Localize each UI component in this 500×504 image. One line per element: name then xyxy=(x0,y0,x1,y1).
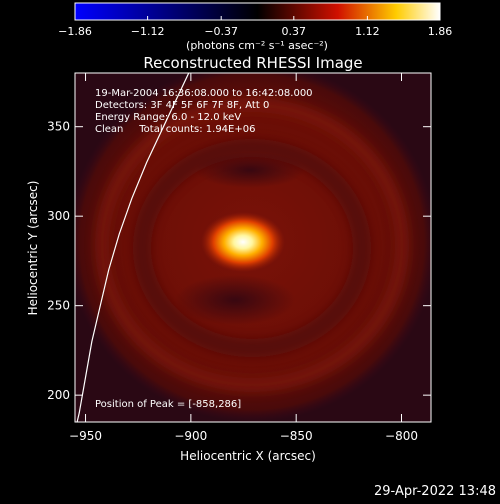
dark-region-lower xyxy=(175,275,295,325)
dark-region-upper xyxy=(195,152,305,188)
colorbar-tick-label: 1.86 xyxy=(428,25,453,38)
x-tick-label: −800 xyxy=(385,429,418,443)
colorbar-tick-label: 1.12 xyxy=(355,25,380,38)
colorbar-tick-label: −1.86 xyxy=(58,25,92,38)
colorbar-unit-label: (photons cm⁻² s⁻¹ asec⁻²) xyxy=(186,39,328,52)
colorbar-bar xyxy=(75,3,440,20)
colorbar-tick-label: −1.12 xyxy=(131,25,165,38)
annotation-detectors: Detectors: 3F 4F 5F 6F 7F 8F, Att 0 xyxy=(95,100,269,111)
chart-title: Reconstructed RHESSI Image xyxy=(143,54,362,72)
annotation-energy-range: Energy Range: 6.0 - 12.0 keV xyxy=(95,112,241,123)
colorbar-tick-label: 0.37 xyxy=(282,25,307,38)
colorbar-ticks: −1.86 −1.12 −0.37 0.37 1.12 1.86 xyxy=(58,16,452,38)
bright-ring-outer xyxy=(95,98,409,392)
solar-limb-curve xyxy=(76,73,190,422)
colorbar-tick-label: −0.37 xyxy=(204,25,238,38)
y-tick-label: 250 xyxy=(47,299,70,313)
annotation-clean-counts: Clean Total counts: 1.94E+06 xyxy=(95,124,255,135)
y-axis-label: Heliocentric Y (arcsec) xyxy=(26,181,40,316)
annotation-time-range: 19-Mar-2004 16:36:08.000 to 16:42:08.000 xyxy=(95,88,313,99)
colorbar-frame xyxy=(74,2,441,21)
y-tick-label: 200 xyxy=(47,388,70,402)
x-tick-label: −950 xyxy=(69,429,102,443)
footer-timestamp: 29-Apr-2022 13:48 xyxy=(374,484,496,499)
y-tick-label: 300 xyxy=(47,209,70,223)
colorbar: −1.86 −1.12 −0.37 0.37 1.12 1.86 (photons cm⁻… xyxy=(58,2,452,52)
dim-ring xyxy=(133,139,371,357)
y-tick-label: 350 xyxy=(47,120,70,134)
x-axis-label: Heliocentric X (arcsec) xyxy=(180,449,316,463)
annotation-block: 19-Mar-2004 16:36:08.000 to 16:42:08.000… xyxy=(95,88,313,135)
x-tick-label: −850 xyxy=(280,429,313,443)
plot-frame xyxy=(74,72,432,423)
plot-area: −950 −900 −850 −800 200 250 300 350 xyxy=(47,72,432,443)
peak-source xyxy=(201,212,285,272)
heatmap-image xyxy=(75,73,431,422)
x-tick-label: −900 xyxy=(174,429,207,443)
peak-position-label: Position of Peak = [-858,286] xyxy=(95,399,241,410)
axis-ticks: −950 −900 −850 −800 200 250 300 350 xyxy=(47,73,431,443)
